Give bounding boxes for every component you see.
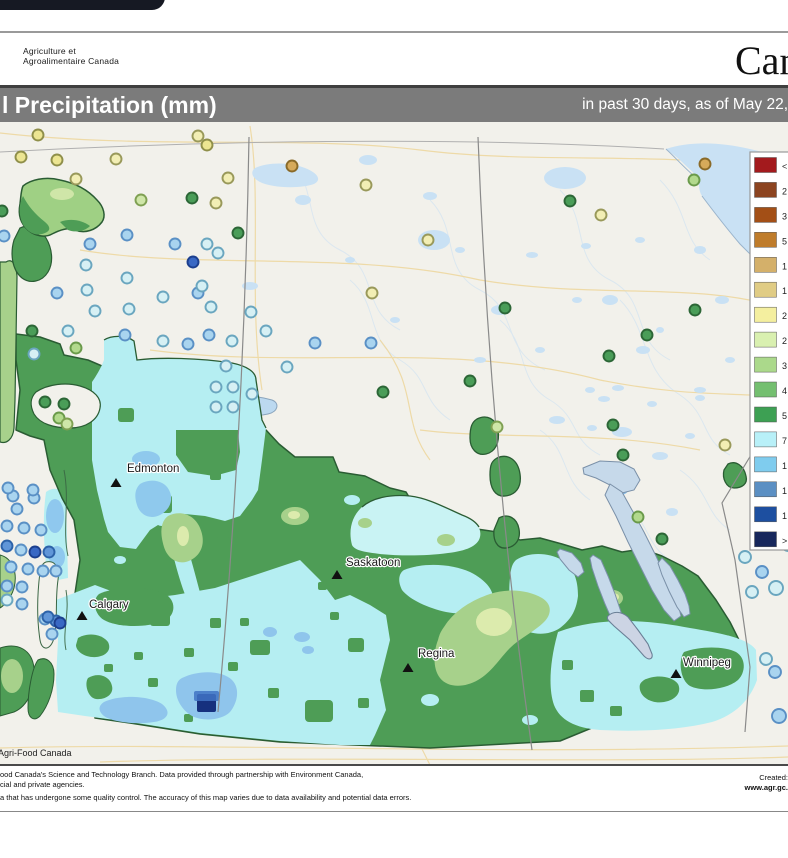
svg-text:2: 2 — [782, 336, 787, 346]
svg-text:1: 1 — [782, 486, 787, 496]
svg-text:Regina: Regina — [418, 648, 455, 660]
svg-text:Saskatoon: Saskatoon — [346, 557, 400, 569]
svg-text:2: 2 — [782, 311, 787, 321]
svg-text:5: 5 — [782, 411, 787, 421]
svg-text:4: 4 — [782, 386, 787, 396]
svg-text:2: 2 — [782, 186, 787, 196]
svg-text:7: 7 — [782, 436, 787, 446]
svg-text:1: 1 — [782, 286, 787, 296]
svg-text:5: 5 — [782, 236, 787, 246]
svg-text:Agri-Food Canada: Agri-Food Canada — [0, 748, 72, 758]
svg-text:3: 3 — [782, 361, 787, 371]
svg-text:1: 1 — [782, 461, 787, 471]
svg-text:Edmonton: Edmonton — [127, 463, 179, 475]
svg-text:3: 3 — [782, 211, 787, 221]
svg-text:Calgary: Calgary — [89, 599, 129, 611]
svg-text:Winnipeg: Winnipeg — [683, 657, 731, 669]
svg-text:1: 1 — [782, 511, 787, 521]
svg-text:<: < — [782, 162, 787, 172]
svg-text:>: > — [782, 536, 787, 546]
svg-text:1: 1 — [782, 261, 787, 271]
